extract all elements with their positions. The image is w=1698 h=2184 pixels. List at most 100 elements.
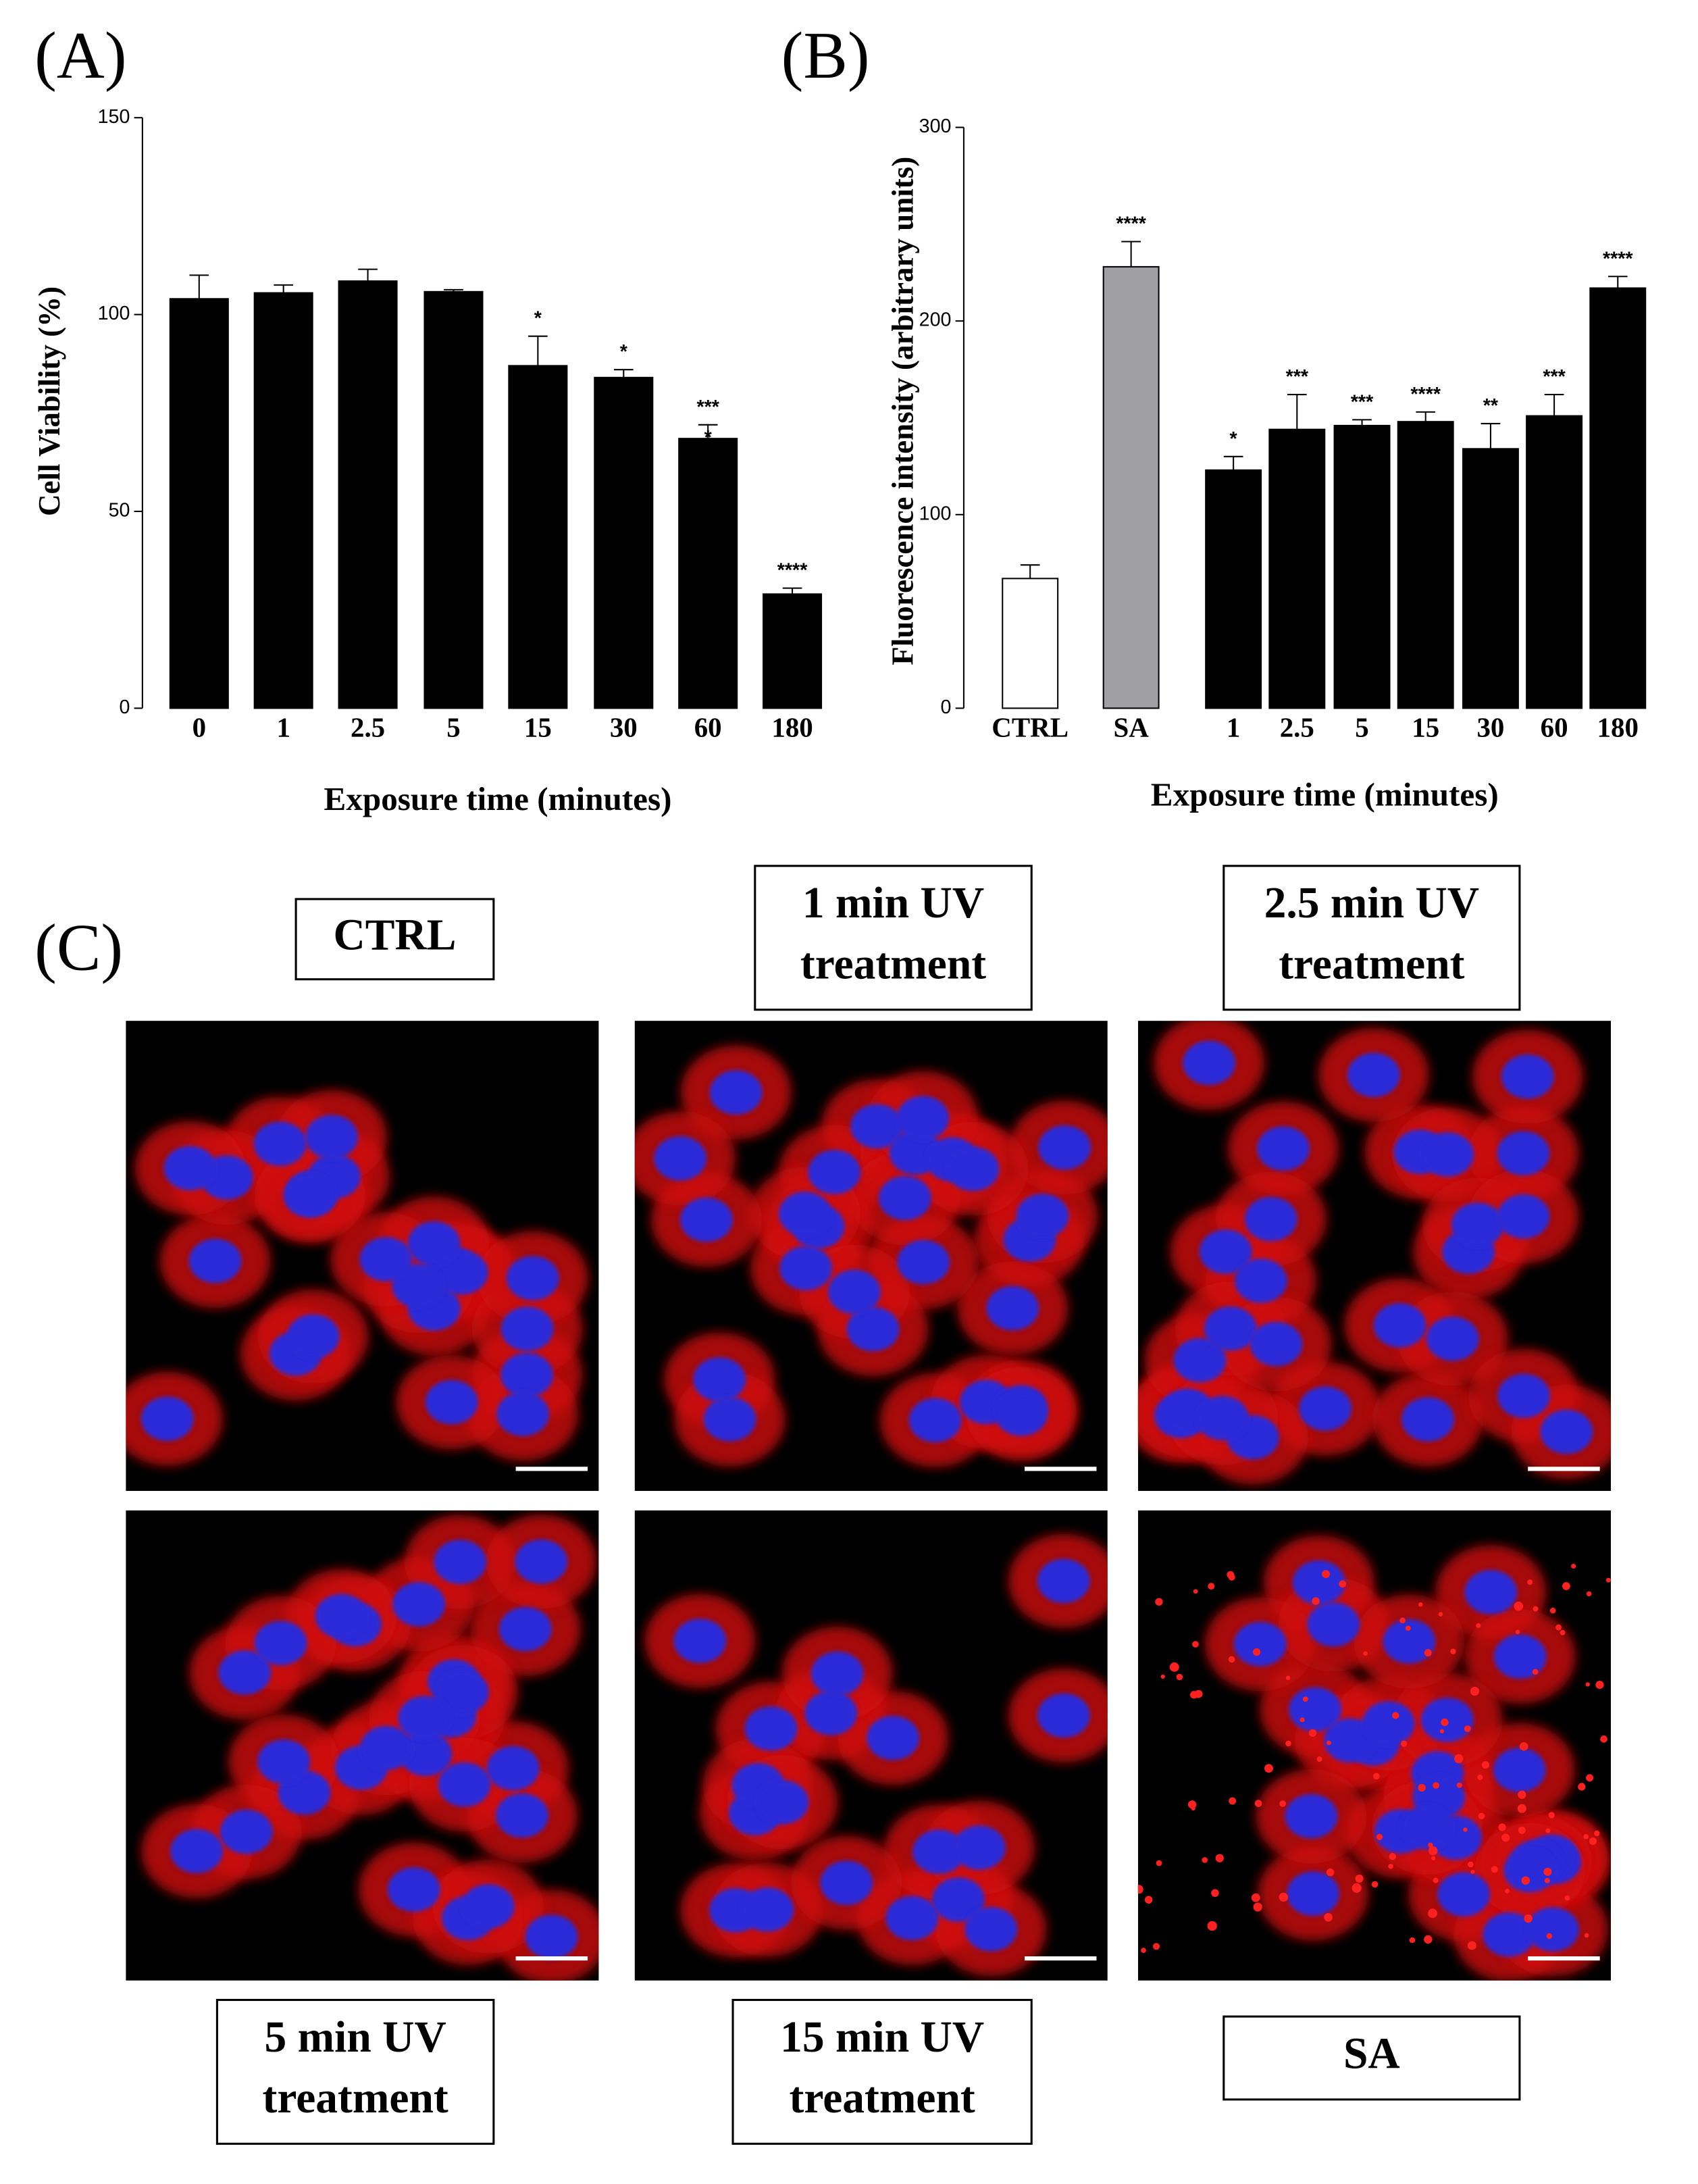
granule: [1405, 1625, 1411, 1631]
caption: treatment: [1279, 940, 1464, 988]
nucleus: [995, 1392, 1048, 1436]
granule: [1517, 1804, 1526, 1813]
panel-label: (B): [781, 19, 870, 93]
x-tick-label: 0: [192, 713, 206, 743]
granule: [1518, 1826, 1526, 1834]
granule: [1253, 1902, 1262, 1912]
granule: [1208, 1583, 1215, 1590]
nucleus: [779, 1192, 831, 1236]
significance: ****: [1116, 213, 1146, 235]
x-tick-label: 15: [524, 713, 552, 743]
nucleus: [808, 1150, 861, 1194]
significance: **: [1483, 395, 1499, 417]
micrograph: [126, 1510, 599, 1981]
caption: 1 min UV: [802, 879, 984, 928]
granule: [1339, 1580, 1347, 1588]
y-tick-label: 50: [109, 500, 130, 522]
significance: ****: [777, 560, 808, 582]
granule: [1192, 1641, 1199, 1648]
granule: [1252, 1648, 1261, 1656]
granule: [1322, 1570, 1330, 1578]
nucleus: [253, 1121, 307, 1166]
x-tick-label: 2.5: [351, 713, 385, 743]
granule: [1316, 1756, 1322, 1762]
bar: [1462, 448, 1519, 709]
nucleus: [756, 1780, 809, 1825]
bar: [1589, 287, 1647, 709]
granule: [1372, 1773, 1380, 1780]
granule: [1355, 1874, 1364, 1883]
granule: [1429, 1846, 1438, 1856]
nucleus: [1540, 1409, 1593, 1454]
nucleus: [525, 1914, 578, 1959]
x-tick-label: 60: [1541, 713, 1568, 743]
nucleus: [1199, 1229, 1252, 1274]
granule: [1144, 1896, 1153, 1904]
granule: [1518, 1790, 1526, 1799]
granule: [1456, 1782, 1462, 1788]
bar: [594, 376, 654, 709]
nucleus: [515, 1539, 568, 1584]
granule: [1544, 1878, 1550, 1883]
nucleus: [1037, 1558, 1090, 1604]
nucleus: [828, 1269, 881, 1315]
granule: [1562, 1582, 1570, 1590]
nucleus: [946, 1146, 1000, 1192]
bar: [1268, 428, 1326, 709]
nucleus: [392, 1263, 445, 1309]
granule: [1211, 1889, 1219, 1898]
nucleus: [1503, 1848, 1557, 1893]
granule: [1431, 1856, 1436, 1860]
granule: [1264, 1764, 1273, 1773]
micrograph: [1137, 1510, 1612, 1981]
y-tick-label: 150: [98, 106, 130, 128]
nucleus: [496, 1793, 548, 1838]
significance: ***: [696, 397, 719, 418]
granule: [1399, 1617, 1406, 1624]
nucleus: [1292, 1560, 1345, 1605]
granule: [1388, 1863, 1393, 1869]
granule: [1160, 1674, 1165, 1679]
granule: [1477, 1775, 1483, 1781]
granule: [1586, 1774, 1594, 1782]
bar: [763, 593, 823, 709]
significance: ***: [1543, 366, 1566, 388]
granule: [1308, 1729, 1317, 1737]
nucleus: [1483, 1912, 1536, 1957]
granule: [1433, 1877, 1439, 1883]
bar: [1526, 415, 1583, 709]
bar: [169, 298, 229, 709]
y-tick-label: 0: [120, 696, 130, 718]
nucleus: [1464, 1570, 1518, 1615]
nucleus: [1401, 1805, 1453, 1850]
nucleus: [1362, 1701, 1415, 1746]
caption: 2.5 min UV: [1264, 879, 1479, 928]
nucleus: [846, 1306, 900, 1352]
granule: [1324, 1912, 1333, 1922]
nucleus: [188, 1238, 242, 1284]
nucleus: [498, 1606, 552, 1652]
nucleus: [1257, 1126, 1310, 1171]
nucleus: [879, 1175, 931, 1221]
granule: [1600, 1735, 1607, 1743]
granule: [1169, 1662, 1179, 1672]
granule: [1595, 1680, 1604, 1690]
significance: *: [704, 427, 713, 449]
granule: [1555, 1624, 1562, 1631]
granule: [1515, 1629, 1520, 1635]
nucleus: [1250, 1321, 1303, 1367]
granule: [1418, 1783, 1426, 1792]
granule: [1312, 1597, 1320, 1605]
granule: [1450, 1648, 1456, 1654]
nucleus: [283, 1173, 336, 1218]
granule: [1376, 1833, 1383, 1840]
nucleus: [1285, 1794, 1338, 1839]
caption-box: [215, 1998, 495, 2145]
granule: [1392, 1712, 1399, 1719]
bar: [678, 438, 738, 709]
nucleus: [693, 1357, 746, 1402]
nucleus: [850, 1104, 904, 1149]
granule: [1215, 1854, 1224, 1862]
granule: [1546, 1933, 1553, 1939]
